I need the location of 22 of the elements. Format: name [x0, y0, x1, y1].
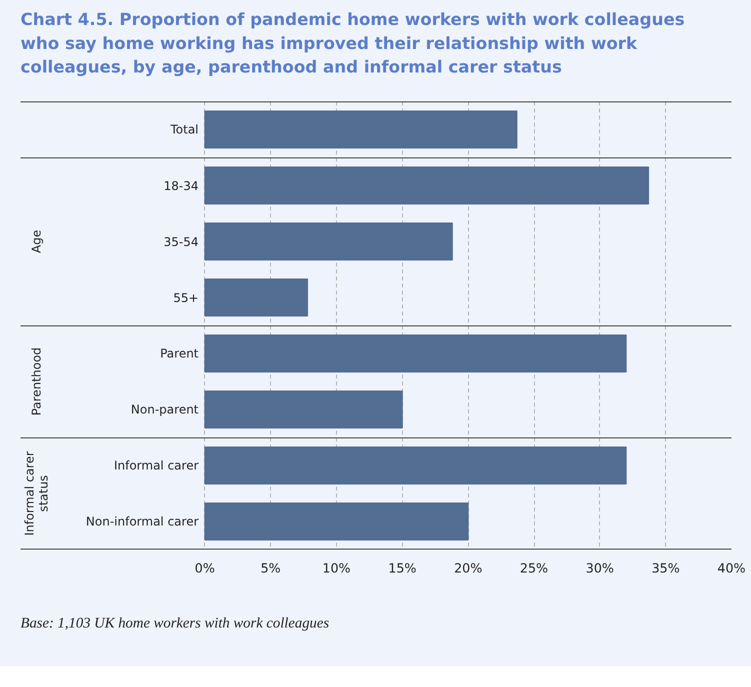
x-tick-label: 10%	[322, 560, 351, 576]
x-tick-label: 20%	[454, 560, 482, 576]
y-tick-label: Parent	[160, 346, 199, 360]
x-tick-label: 25%	[520, 560, 548, 576]
x-tick-label: 30%	[586, 560, 614, 576]
text: Base: 1,103 UK home workers with work colleagues	[20, 616, 330, 632]
y-axis-title: Informal carer status	[22, 451, 50, 536]
y-tick-label: Non-informal carer	[86, 514, 199, 528]
y-tick-label: 35-54	[164, 235, 199, 249]
y-tick-label: Non-parent	[130, 402, 199, 416]
x-tick-label: 15%	[388, 560, 416, 576]
y-tick-label: Total	[169, 122, 199, 136]
chart-title: Chart 4.5. Proportion of pandemic home workers with work colleagues who say home working has improved their relationship with work colleagues, by age, parenthood and informal carer status	[20, 10, 685, 76]
y-tick-label: 55+	[173, 291, 199, 305]
x-tick-label: 5%	[260, 560, 281, 576]
y-tick-label: Informal carer	[114, 458, 199, 472]
y-tick-label: 18-34	[164, 179, 199, 193]
x-tick-label: 40%	[717, 560, 746, 576]
x-tick-label: 0%	[194, 560, 215, 576]
y-axis-title: Parenthood	[29, 347, 44, 416]
x-tick-label: 35%	[652, 560, 680, 576]
y-axis-title: Age	[29, 230, 44, 254]
